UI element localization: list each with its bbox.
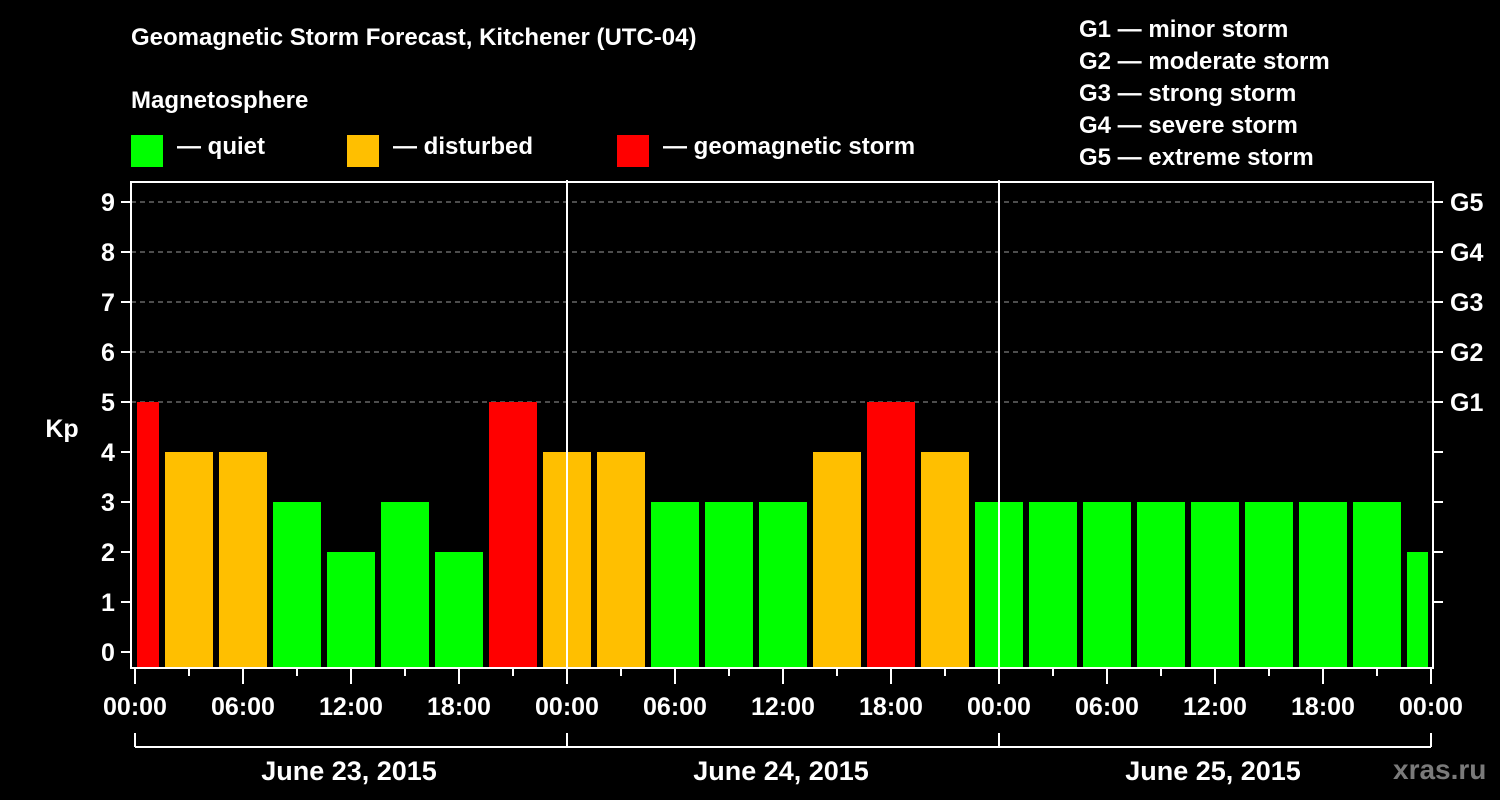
bar-kp (489, 402, 537, 668)
bar-kp (1191, 502, 1239, 668)
y-tick-label: 4 (101, 439, 115, 467)
x-tick-label: 18:00 (1291, 693, 1355, 721)
bar-kp (1353, 502, 1401, 668)
x-tick-label: 00:00 (103, 693, 167, 721)
bar-kp (1299, 502, 1347, 668)
watermark: xras.ru (1393, 754, 1487, 785)
y-tick-label: 2 (101, 539, 115, 567)
x-tick-label: 06:00 (1075, 693, 1139, 721)
x-tick-label: 00:00 (535, 693, 599, 721)
x-tick-label: 18:00 (427, 693, 491, 721)
x-tick-label: 18:00 (859, 693, 923, 721)
legend-label-quiet: — quiet (177, 133, 265, 160)
y-tick-label: 7 (101, 289, 115, 317)
bar-kp (165, 452, 213, 668)
bar-kp (651, 502, 699, 668)
bar-kp (381, 502, 429, 668)
bar-kp (813, 452, 861, 668)
bar-kp (1407, 552, 1428, 668)
legend-label-storm: — geomagnetic storm (663, 133, 916, 160)
g-level-label: G2 (1450, 339, 1483, 367)
day-label: June 24, 2015 (693, 756, 869, 786)
legend-swatch-disturbed (347, 135, 379, 167)
g-scale-g3: G3 — strong storm (1079, 80, 1297, 107)
g-scale-g2: G2 — moderate storm (1079, 48, 1330, 75)
bar-kp (273, 502, 321, 668)
y-axis-label: Kp (45, 415, 78, 443)
x-tick-label: 06:00 (211, 693, 275, 721)
y-tick-label: 8 (101, 239, 115, 267)
x-tick-label: 00:00 (967, 693, 1031, 721)
bar-kp (1029, 502, 1077, 668)
x-tick-label: 12:00 (1183, 693, 1247, 721)
bar-kp (219, 452, 267, 668)
y-tick-label: 6 (101, 339, 115, 367)
x-tick-label: 06:00 (643, 693, 707, 721)
day-label: June 25, 2015 (1125, 756, 1301, 786)
legend-label-disturbed: — disturbed (393, 133, 534, 160)
legend-swatch-storm (617, 135, 649, 167)
bar-kp (327, 552, 375, 668)
magnetosphere-heading: Magnetosphere (131, 87, 309, 114)
bar-kp (705, 502, 753, 668)
g-level-label: G4 (1450, 239, 1483, 267)
g-scale-g1: G1 — minor storm (1079, 16, 1289, 43)
y-tick-label: 1 (101, 589, 115, 617)
bar-kp (137, 402, 159, 668)
bar-kp (1137, 502, 1185, 668)
bar-kp (759, 502, 807, 668)
legend-swatch-quiet (131, 135, 163, 167)
x-tick-label: 12:00 (751, 693, 815, 721)
bar-kp (597, 452, 645, 668)
g-level-label: G3 (1450, 289, 1483, 317)
g-scale-g5: G5 — extreme storm (1079, 144, 1314, 171)
bar-kp (435, 552, 483, 668)
g-scale-g4: G4 — severe storm (1079, 112, 1298, 139)
bar-kp (1083, 502, 1131, 668)
g-level-label: G5 (1450, 189, 1483, 217)
y-tick-label: 9 (101, 189, 115, 217)
chart-title: Geomagnetic Storm Forecast, Kitchener (U… (131, 24, 697, 51)
x-tick-label: 00:00 (1399, 693, 1463, 721)
bar-kp (921, 452, 969, 668)
y-tick-label: 0 (101, 639, 115, 667)
bar-kp (867, 402, 915, 668)
x-tick-label: 12:00 (319, 693, 383, 721)
bar-kp (1245, 502, 1293, 668)
y-tick-label: 5 (101, 389, 115, 417)
g-level-label: G1 (1450, 389, 1483, 417)
y-tick-label: 3 (101, 489, 115, 517)
day-label: June 23, 2015 (261, 756, 437, 786)
